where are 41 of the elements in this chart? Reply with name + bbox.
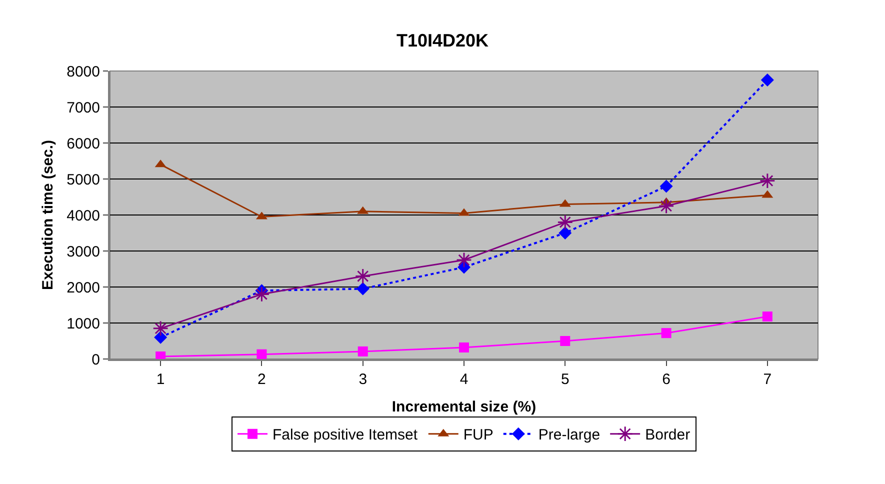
x-tick-label: 2 — [258, 371, 266, 388]
y-tick-label: 4000 — [66, 207, 100, 224]
point — [152, 320, 169, 336]
point — [762, 312, 772, 322]
y-tick-label: 8000 — [66, 63, 100, 80]
point — [760, 74, 774, 86]
x-axis-title: Incremental size (%) — [392, 398, 536, 416]
x-tick-label: 6 — [662, 371, 670, 388]
x-tick-label: 5 — [560, 371, 570, 388]
point — [354, 268, 371, 284]
point — [356, 282, 370, 296]
point — [254, 286, 270, 302]
point — [256, 349, 267, 359]
y-tick-label: 7000 — [66, 99, 100, 116]
x-tick-label: 7 — [763, 371, 772, 388]
point — [661, 328, 672, 338]
point — [558, 226, 572, 240]
y-tick-label: 0 — [92, 351, 100, 368]
x-tick-label: 3 — [358, 371, 368, 388]
point — [358, 346, 368, 356]
point — [557, 214, 574, 230]
point — [660, 180, 673, 193]
chart-title: T10I4D20K — [396, 30, 489, 50]
legend-label: FUP — [463, 426, 494, 444]
point — [456, 252, 472, 268]
legend-label: False positive Itemset — [272, 426, 418, 444]
x-tick-label: 1 — [156, 371, 165, 388]
point — [759, 172, 776, 189]
y-tick-label: 3000 — [66, 243, 100, 260]
y-tick-label: 2000 — [66, 279, 100, 296]
point — [560, 336, 570, 346]
point — [154, 330, 168, 344]
y-axis-title: Execution time (sec.) — [39, 140, 56, 290]
point — [459, 342, 469, 352]
y-tick-label: 1000 — [66, 315, 100, 332]
y-tick-label: 5000 — [66, 171, 100, 188]
point — [658, 198, 674, 214]
legend-label: Border — [645, 426, 690, 444]
x-tick-label: 4 — [460, 371, 468, 388]
y-tick-label: 6000 — [66, 135, 100, 152]
legend-label: Pre-large — [538, 426, 600, 444]
